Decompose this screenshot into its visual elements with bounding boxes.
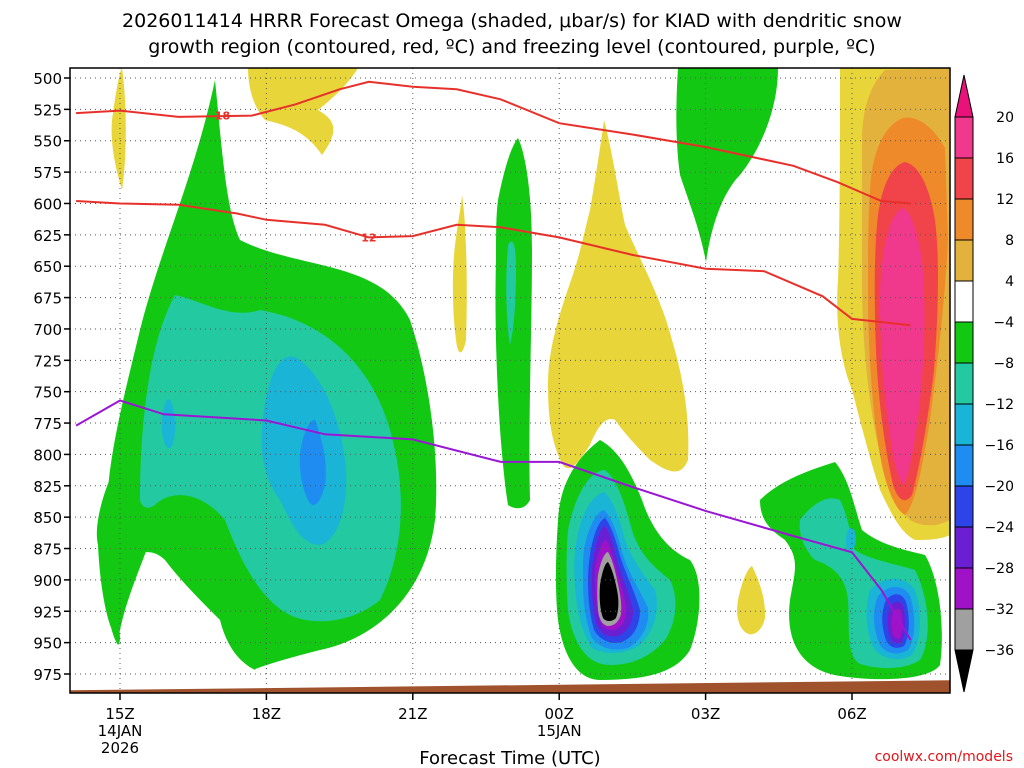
omega-region-neg16-west (299, 419, 326, 505)
ground-surface (70, 680, 950, 693)
x-tick-label: 15Z (105, 705, 134, 723)
contour-line (76, 200, 911, 327)
y-tick-label: 600 (33, 195, 62, 213)
colorbar-label: 12 (996, 192, 1014, 208)
chart-title-line1: 2026011414 HRRR Forecast Omega (shaded, … (122, 10, 902, 32)
x-tick-date: 15JAN (537, 722, 582, 740)
omega-region-neg4-southwest (96, 440, 154, 640)
y-tick-label: 675 (33, 290, 62, 308)
omega-region-neg36-center (599, 562, 619, 621)
omega-region-neg28-east (891, 608, 903, 639)
colorbar-bottom-arrow (954, 649, 974, 693)
colorbar-label: 16 (996, 151, 1014, 167)
dotted-grid (70, 68, 950, 693)
colorbar-label: −24 (984, 520, 1014, 536)
credit-text: coolwx.com/models (875, 749, 1013, 765)
colorbar-label: 20 (996, 110, 1014, 126)
colorbar-label: −8 (993, 356, 1014, 372)
colorbar-top-arrow (954, 74, 974, 118)
omega-region-pos4-small-west (111, 68, 126, 190)
colorbar-band (954, 444, 974, 487)
omega-region-pos20-east (880, 208, 925, 485)
colorbar-band (954, 280, 974, 323)
contour-label: 12 (361, 231, 376, 244)
colorbar-band (954, 608, 974, 651)
colorbar-band (954, 157, 974, 200)
y-tick-label: 550 (33, 133, 62, 151)
y-tick-label: 975 (33, 666, 62, 684)
omega-region-pos4-center (548, 120, 689, 472)
y-tick-label: 800 (33, 446, 62, 464)
contour-line (75, 399, 912, 641)
contour-lines (75, 80, 912, 641)
y-axis-pressure: 500 525 550 575 600 625 650 675 700 725 750 775 800 8… (33, 70, 70, 684)
omega-shading (96, 68, 950, 680)
y-tick-label: 950 (33, 635, 62, 653)
colorbar-label: −28 (984, 561, 1014, 577)
y-tick-label: 575 (33, 164, 62, 182)
colorbar-band (954, 239, 974, 282)
omega-region-pos4-northwest (248, 68, 358, 155)
colorbar-band (954, 567, 974, 610)
colorbar-band (954, 198, 974, 241)
y-tick-label: 725 (33, 352, 62, 370)
colorbar-label: −12 (984, 397, 1014, 413)
colorbar: 20 16 12 8 4 −4 −8 −12 −16 −20 −24 −28 −32 −36 (954, 74, 1014, 693)
colorbar-band (954, 362, 974, 405)
x-tick-label: 21Z (398, 705, 427, 723)
y-tick-label: 775 (33, 415, 62, 433)
colorbar-label: −32 (984, 602, 1014, 618)
colorbar-band (954, 485, 974, 528)
y-tick-label: 650 (33, 258, 62, 276)
colorbar-band (954, 321, 974, 364)
y-tick-label: 500 (33, 70, 62, 88)
x-tick-label: 00Z (545, 705, 574, 723)
colorbar-label: 8 (1005, 233, 1014, 249)
y-tick-label: 525 (33, 101, 62, 119)
x-tick-date: 14JAN (98, 722, 143, 740)
omega-region-neg8-ribbon (506, 241, 516, 345)
y-tick-label: 900 (33, 572, 62, 590)
omega-region-neg12-small (161, 399, 176, 449)
contour-label: 18 (215, 110, 230, 123)
x-tick-year: 2026 (101, 739, 139, 757)
chart-title-line2: growth region (contoured, red, ºC) and f… (148, 36, 875, 58)
contour-line (76, 80, 911, 205)
colorbar-band (954, 526, 974, 569)
omega-region-pos4-spike (452, 195, 467, 353)
omega-region-neg4-north-center (676, 68, 778, 262)
colorbar-label: −36 (984, 643, 1014, 659)
plot-frame (69, 67, 951, 694)
y-tick-label: 850 (33, 509, 62, 527)
x-axis-title: Forecast Time (UTC) (419, 748, 600, 768)
y-tick-label: 700 (33, 321, 62, 339)
omega-region-pos4-small-east (737, 566, 766, 635)
colorbar-label: 4 (1005, 274, 1014, 290)
y-tick-label: 825 (33, 478, 62, 496)
colorbar-label: −20 (984, 479, 1014, 495)
x-tick-label: 03Z (691, 705, 720, 723)
colorbar-label: −4 (993, 315, 1014, 331)
x-tick-label: 18Z (252, 705, 281, 723)
colorbar-band (954, 116, 974, 159)
y-tick-label: 750 (33, 384, 62, 402)
y-tick-label: 875 (33, 541, 62, 559)
y-tick-label: 925 (33, 603, 62, 621)
colorbar-label: −16 (984, 438, 1014, 454)
colorbar-band (954, 403, 974, 446)
x-tick-label: 06Z (837, 705, 866, 723)
y-tick-label: 625 (33, 227, 62, 245)
